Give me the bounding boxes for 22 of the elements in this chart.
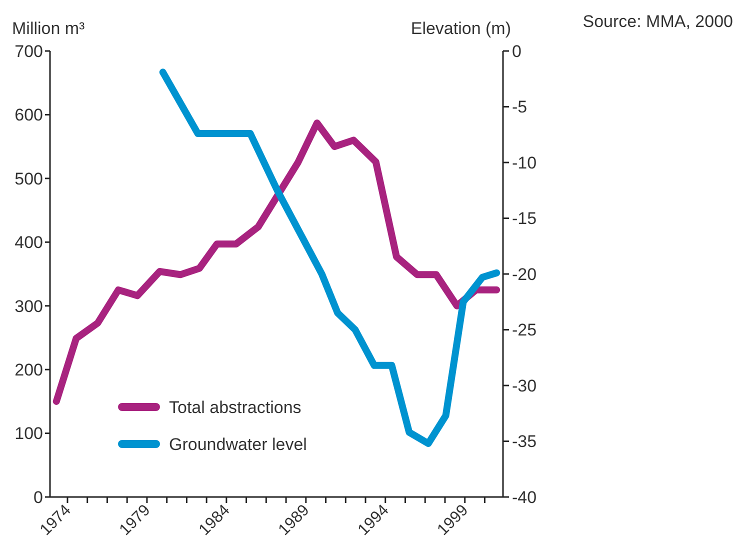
source-note: Source: MMA, 2000 (582, 12, 733, 31)
y-tick-label: 600 (14, 106, 43, 125)
y-axis-title: Million m³ (12, 19, 86, 38)
y-tick-label: 100 (14, 424, 43, 444)
y-tick-label: 0 (34, 488, 43, 507)
y2-tick-label: -30 (512, 376, 537, 396)
y-tick-label: 500 (14, 169, 43, 188)
y2-tick-label: -10 (512, 153, 537, 172)
legend-label: Groundwater level (169, 434, 307, 454)
y2-tick-label: -20 (512, 264, 537, 284)
y2-tick-label: -25 (512, 320, 537, 340)
legend-label: Total abstractions (169, 398, 302, 417)
y-tick-label: 700 (14, 42, 43, 61)
y2-tick-label: -35 (512, 432, 537, 452)
y-tick-label: 300 (14, 296, 43, 316)
y2-tick-label: -15 (512, 209, 537, 228)
y2-tick-label: -5 (512, 98, 528, 117)
y2-tick-label: -40 (512, 488, 537, 507)
y2-tick-label: 0 (512, 42, 522, 61)
y2-axis-title: Elevation (m) (410, 19, 511, 38)
y-tick-label: 200 (14, 360, 43, 380)
y-tick-label: 400 (14, 233, 43, 252)
